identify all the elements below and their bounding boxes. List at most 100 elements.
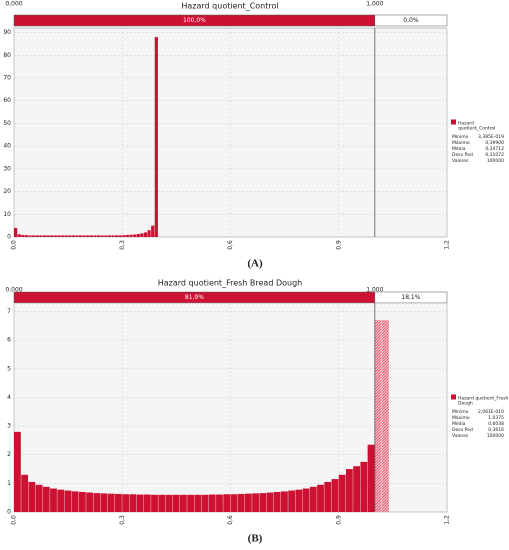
bar: [42, 235, 47, 237]
x-tick-label: 0,6: [227, 515, 234, 525]
bar: [86, 235, 90, 237]
bar: [71, 235, 75, 237]
y-tick-label: 10: [3, 211, 11, 218]
percent-segment: [374, 14, 448, 27]
bar: [345, 469, 353, 512]
bar: [230, 494, 238, 512]
legend-swatch: [451, 119, 456, 125]
y-tick-label: 3: [7, 423, 11, 430]
bar: [57, 489, 65, 512]
bar: [39, 235, 43, 237]
y-tick-label: 1: [7, 480, 11, 487]
bar: [100, 235, 104, 237]
bar: [78, 491, 86, 512]
bar: [302, 488, 310, 512]
percent-label: 81,9%: [185, 294, 204, 301]
bar: [136, 494, 144, 512]
bar: [78, 235, 83, 237]
bar: [104, 235, 108, 237]
stat-label: Máximo: [452, 414, 470, 421]
bar: [133, 234, 137, 237]
x-tick-label: 1,2: [444, 240, 451, 250]
bar: [64, 235, 68, 237]
bar: [237, 493, 245, 512]
bar: [216, 494, 223, 512]
chart-title: Hazard quotient_Control: [181, 2, 278, 11]
bar: [21, 474, 29, 512]
bar: [165, 494, 173, 512]
bar: [353, 466, 360, 512]
stat-value: 0,39900: [485, 140, 504, 146]
percent-label: 18,1%: [401, 294, 420, 301]
bar: [309, 486, 317, 512]
bar: [151, 225, 155, 237]
bar: [60, 235, 65, 237]
stat-value: 0,6038: [488, 421, 504, 427]
x-tick-label: 0,9: [335, 515, 342, 525]
right-limit-label: 1,000: [366, 1, 383, 8]
bar: [324, 481, 332, 512]
bar: [122, 235, 126, 237]
x-tick-label: 0,0: [11, 515, 18, 525]
y-tick-label: 0: [7, 234, 11, 241]
x-tick-label: 1,2: [444, 515, 451, 525]
bar: [122, 494, 130, 512]
y-tick-label: 50: [3, 120, 11, 127]
bar: [338, 474, 346, 512]
bar: [382, 320, 389, 512]
bar: [129, 494, 137, 512]
bar: [35, 484, 43, 512]
bar: [172, 494, 180, 512]
stat-value: 0,3616: [488, 427, 504, 433]
bar: [317, 484, 324, 512]
bar: [111, 235, 115, 237]
bar: [158, 494, 166, 512]
bar: [53, 235, 57, 237]
bar: [57, 235, 61, 237]
bar: [24, 235, 29, 237]
stat-value: 1,0375: [488, 415, 504, 421]
bar: [35, 235, 39, 237]
bar: [151, 494, 158, 512]
bar: [50, 488, 57, 512]
y-tick-label: 70: [3, 74, 11, 81]
caption: (A): [247, 258, 263, 270]
bar: [75, 235, 79, 237]
y-tick-label: 0: [7, 509, 11, 516]
stat-label: Mínimo: [452, 133, 469, 140]
bar: [50, 235, 54, 237]
x-tick-label: 0,3: [119, 515, 126, 525]
legend-swatch: [451, 394, 456, 400]
percent-label: 0,0%: [403, 17, 419, 24]
y-tick-label: 80: [3, 52, 11, 59]
bar: [143, 494, 151, 512]
bar: [208, 494, 216, 512]
bar: [118, 235, 122, 237]
stat-value: 100000: [487, 433, 504, 439]
y-tick-label: 30: [3, 165, 11, 172]
bar: [143, 232, 148, 237]
bar: [140, 233, 144, 237]
stat-value: 100000: [487, 158, 504, 164]
bar: [64, 490, 72, 512]
stat-value: 2,061E-010: [478, 409, 504, 415]
percent-label: 100,0%: [183, 17, 206, 24]
y-tick-label: 6: [7, 337, 11, 344]
x-tick-label: 0,9: [335, 240, 342, 250]
bar: [331, 479, 339, 512]
bar: [71, 491, 79, 512]
y-tick-label: 40: [3, 143, 11, 150]
stat-label: Desv Pad: [452, 152, 473, 158]
bar: [147, 230, 151, 237]
bar: [201, 494, 209, 512]
x-tick-label: 0,6: [227, 240, 234, 250]
left-limit-label: 0,000: [5, 1, 22, 8]
bar: [259, 493, 267, 512]
x-tick-label: 0,0: [11, 240, 18, 250]
right-limit-label: 1,000: [366, 287, 383, 294]
bar: [96, 235, 101, 237]
stat-value: 0,34712: [485, 146, 504, 152]
bar: [46, 235, 50, 237]
